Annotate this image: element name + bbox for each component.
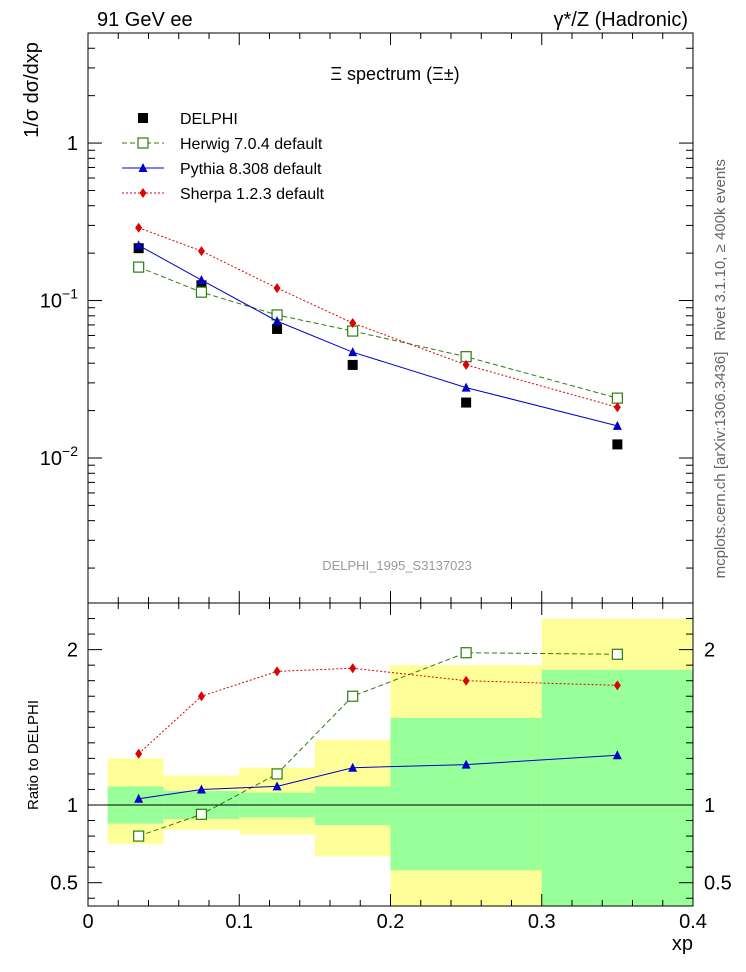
main-y-tick-label: 1: [67, 133, 78, 155]
data-point-marker: [271, 768, 283, 780]
ratio-y-axis-label: Ratio to DELPHI: [25, 700, 42, 810]
data-point-marker: [348, 347, 358, 357]
data-point-marker: [462, 359, 470, 370]
data-point-marker: [138, 163, 148, 172]
data-point-marker: [272, 323, 283, 334]
series-pythia: [134, 240, 622, 430]
legend-item: Pythia 8.308 default: [122, 161, 322, 178]
ratio-y-tick-label-right: 0.5: [704, 873, 732, 895]
data-point-marker: [461, 759, 471, 769]
data-point-marker: [134, 793, 144, 803]
series-line: [138, 244, 618, 427]
series-herwig: [133, 647, 623, 842]
data-point-marker: [460, 647, 472, 659]
data-point-marker: [347, 359, 358, 370]
series-line: [138, 754, 618, 800]
data-point-marker: [613, 402, 621, 413]
header-left-label: 91 GeV ee: [97, 9, 193, 31]
ratio-axis-ticks: [87, 603, 694, 906]
series-pythia: [134, 750, 622, 803]
data-point-marker: [272, 316, 282, 326]
ratio-y-tick-label: 2: [67, 640, 78, 662]
data-point-marker: [197, 246, 205, 257]
data-point-marker: [612, 750, 622, 760]
data-point-marker: [134, 240, 144, 250]
data-point-marker: [613, 680, 621, 691]
data-point-marker: [133, 261, 145, 273]
main-y-tick-labels: 10−2 10−1 1: [40, 133, 78, 470]
legend-label: Pythia 8.308 default: [180, 161, 322, 178]
x-tick-label: 0: [82, 911, 93, 933]
x-tick-label: 0.3: [528, 911, 556, 933]
main-y-tick-label: 10−2: [40, 443, 78, 470]
band-inner: [314, 786, 391, 826]
data-point-marker: [133, 830, 145, 842]
rivet-label: Rivet 3.1.10, ≥ 400k events: [712, 159, 729, 341]
legend-label: Sherpa 1.2.3 default: [180, 186, 325, 203]
ratio-panel: 0.5 0.51 12 20 0.1 0.2 0.3 0.4 Ratio to DELPHI …: [25, 602, 732, 955]
legend-item: Herwig 7.0.4 default: [122, 136, 323, 153]
data-point-marker: [348, 762, 358, 772]
data-point-marker: [195, 808, 208, 820]
ratio-series-group: [133, 647, 623, 842]
data-point-marker: [135, 222, 143, 233]
legend-item: Sherpa 1.2.3 default: [122, 186, 325, 203]
x-tick-label: 0.1: [225, 911, 253, 933]
legend-item: DELPHI: [138, 111, 238, 128]
header-right-label: γ*/Z (Hadronic): [554, 9, 688, 31]
ratio-y-tick-label-right: 2: [704, 640, 715, 662]
data-point-marker: [612, 420, 622, 430]
data-point-marker: [349, 317, 357, 328]
data-point-marker: [197, 691, 205, 702]
data-point-marker: [196, 275, 206, 285]
legend: DELPHI Herwig 7.0.4 default Pythia 8.308 d…: [122, 111, 325, 203]
data-point-marker: [611, 392, 623, 404]
ratio-tick-labels: 0.5 0.5 1 1 2 2 0 0.1 0.2 0.3 0.4: [50, 640, 732, 933]
legend-label: DELPHI: [180, 111, 238, 128]
band-inner: [390, 717, 542, 871]
data-point-marker: [139, 188, 147, 198]
data-point-marker: [611, 648, 623, 660]
data-point-marker: [272, 781, 282, 791]
ratio-y-tick-label: 1: [67, 795, 78, 817]
data-point-marker: [137, 137, 149, 149]
data-point-marker: [135, 748, 143, 759]
data-point-marker: [612, 439, 623, 450]
data-point-marker: [462, 675, 470, 686]
data-point-marker: [273, 283, 281, 294]
chart-title: Ξ spectrum (Ξ±): [330, 64, 459, 84]
data-point-marker: [461, 397, 472, 408]
mcplots-label: mcplots.cern.ch [arXiv:1306.3436]: [712, 352, 729, 579]
main-series-group: [133, 222, 623, 450]
data-point-marker: [196, 784, 206, 794]
main-panel: 10−2 10−1 1 Ξ spectrum (Ξ±) DELPHI_1995_S3…: [21, 32, 694, 604]
x-tick-label: 0.2: [377, 911, 405, 933]
data-point-marker: [195, 286, 208, 298]
main-y-tick-label: 10−1: [40, 286, 78, 313]
data-point-marker: [461, 382, 471, 392]
data-point-marker: [349, 663, 357, 674]
series-sherpa: [135, 663, 621, 759]
x-axis-label: xp: [672, 933, 693, 955]
series-delphi: [133, 243, 623, 450]
main-axis-ticks: [87, 32, 694, 603]
data-point-marker: [347, 690, 359, 702]
series-line: [138, 266, 618, 399]
ratio-y-tick-label-right: 1: [704, 795, 715, 817]
band-inner: [541, 669, 693, 906]
ratio-uncertainty-bands: [88, 618, 693, 906]
ratio-y-tick-label: 0.5: [50, 873, 78, 895]
x-tick-label: 0.4: [679, 911, 707, 933]
data-point-marker: [196, 280, 207, 291]
series-line: [138, 227, 618, 408]
data-point-marker: [273, 666, 281, 677]
main-frame: [87, 32, 694, 604]
data-point-marker: [138, 113, 148, 123]
series-herwig: [133, 261, 623, 404]
series-sherpa: [135, 222, 621, 413]
analysis-label: DELPHI_1995_S3137023: [322, 558, 472, 573]
main-y-axis-label: 1/σ dσ/dxp: [21, 42, 43, 138]
legend-label: Herwig 7.0.4 default: [180, 136, 323, 153]
